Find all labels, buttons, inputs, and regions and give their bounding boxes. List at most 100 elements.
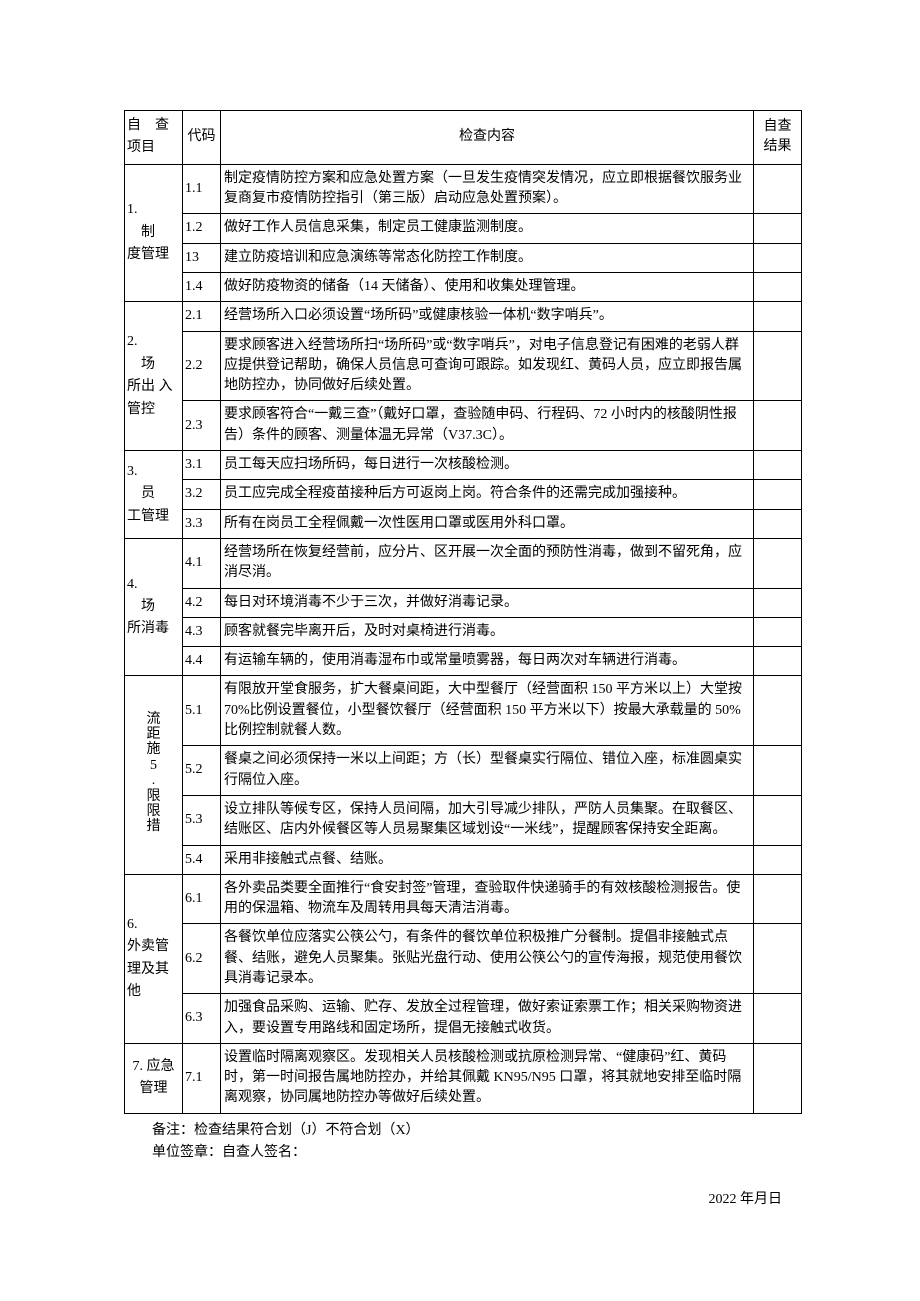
table-row: 1. 制 度管理1.1制定疫情防控方案和应急处置方案（一旦发生疫情突发情况，应立… bbox=[125, 164, 802, 214]
table-row: 6.3加强食品采购、运输、贮存、发放全过程管理，做好索证索票工作；相关采购物资进… bbox=[125, 994, 802, 1044]
result-cell[interactable] bbox=[754, 401, 802, 451]
result-cell[interactable] bbox=[754, 331, 802, 401]
result-cell[interactable] bbox=[754, 538, 802, 588]
table-row: 4.4有运输车辆的，使用消毒湿布巾或常量喷雾器，每日两次对车辆进行消毒。 bbox=[125, 647, 802, 676]
table-row: 6. 外卖管理及其他6.1各外卖品类要全面推行“食安封签”管理，查验取件快递骑手… bbox=[125, 874, 802, 924]
code-cell: 4.2 bbox=[183, 588, 221, 617]
result-cell[interactable] bbox=[754, 617, 802, 646]
result-cell[interactable] bbox=[754, 302, 802, 331]
code-cell: 3.3 bbox=[183, 509, 221, 538]
table-row: 5.4采用非接触式点餐、结账。 bbox=[125, 845, 802, 874]
table-row: 2.3要求顾客符合“一戴三查”（戴好口罩，查验随申码、行程码、72 小时内的核酸… bbox=[125, 401, 802, 451]
header-result: 自查结果 bbox=[754, 111, 802, 165]
content-cell: 做好防疫物资的储备（14 天储备）、使用和收集处理管理。 bbox=[221, 272, 754, 301]
code-cell: 1.1 bbox=[183, 164, 221, 214]
project-cell: 4. 场 所消毒 bbox=[125, 538, 183, 675]
table-row: 4. 场 所消毒4.1经营场所在恢复经营前，应分片、区开展一次全面的预防性消毒，… bbox=[125, 538, 802, 588]
content-cell: 经营场所在恢复经营前，应分片、区开展一次全面的预防性消毒，做到不留死角，应消尽消… bbox=[221, 538, 754, 588]
content-cell: 要求顾客符合“一戴三查”（戴好口罩，查验随申码、行程码、72 小时内的核酸阴性报… bbox=[221, 401, 754, 451]
table-row: 5.2餐桌之间必须保持一米以上间距；方（长）型餐桌实行隔位、错位入座，标准圆桌实… bbox=[125, 746, 802, 796]
project-cell: 6. 外卖管理及其他 bbox=[125, 874, 183, 1043]
code-cell: 13 bbox=[183, 243, 221, 272]
table-row: 4.2每日对环境消毒不少于三次，并做好消毒记录。 bbox=[125, 588, 802, 617]
code-cell: 1.4 bbox=[183, 272, 221, 301]
code-cell: 5.4 bbox=[183, 845, 221, 874]
result-cell[interactable] bbox=[754, 243, 802, 272]
content-cell: 加强食品采购、运输、贮存、发放全过程管理，做好索证索票工作；相关采购物资进入，要… bbox=[221, 994, 754, 1044]
result-cell[interactable] bbox=[754, 746, 802, 796]
header-content: 检查内容 bbox=[221, 111, 754, 165]
result-cell[interactable] bbox=[754, 588, 802, 617]
result-cell[interactable] bbox=[754, 1043, 802, 1113]
code-cell: 3.2 bbox=[183, 480, 221, 509]
project-cell: 2. 场 所出 入 管控 bbox=[125, 302, 183, 451]
code-cell: 5.1 bbox=[183, 676, 221, 746]
table-row: 3.2员工应完成全程疫苗接种后方可返岗上岗。符合条件的还需完成加强接种。 bbox=[125, 480, 802, 509]
result-cell[interactable] bbox=[754, 480, 802, 509]
content-cell: 所有在岗员工全程佩戴一次性医用口罩或医用外科口罩。 bbox=[221, 509, 754, 538]
result-cell[interactable] bbox=[754, 272, 802, 301]
content-cell: 要求顾客进入经营场所扫“场所码”或“数字哨兵”，对电子信息登记有困难的老弱人群应… bbox=[221, 331, 754, 401]
header-code: 代码 bbox=[183, 111, 221, 165]
code-cell: 6.3 bbox=[183, 994, 221, 1044]
table-row: 1.2做好工作人员信息采集，制定员工健康监测制度。 bbox=[125, 214, 802, 243]
content-cell: 有运输车辆的，使用消毒湿布巾或常量喷雾器，每日两次对车辆进行消毒。 bbox=[221, 647, 754, 676]
project-cell: 流距施5.限限措 bbox=[125, 676, 183, 874]
result-cell[interactable] bbox=[754, 451, 802, 480]
note-date: 2022 年月日 bbox=[124, 1189, 802, 1211]
result-cell[interactable] bbox=[754, 164, 802, 214]
code-cell: 5.2 bbox=[183, 746, 221, 796]
content-cell: 设立排队等候专区，保持人员间隔，加大引导减少排队，严防人员集聚。在取餐区、结账区… bbox=[221, 795, 754, 845]
result-cell[interactable] bbox=[754, 647, 802, 676]
content-cell: 设置临时隔离观察区。发现相关人员核酸检测或抗原检测异常、“健康码”红、黄码时，第… bbox=[221, 1043, 754, 1113]
content-cell: 员工每天应扫场所码，每日进行一次核酸检测。 bbox=[221, 451, 754, 480]
table-row: 3.3所有在岗员工全程佩戴一次性医用口罩或医用外科口罩。 bbox=[125, 509, 802, 538]
code-cell: 5.3 bbox=[183, 795, 221, 845]
result-cell[interactable] bbox=[754, 924, 802, 994]
table-header-row: 自 查项目 代码 检查内容 自查结果 bbox=[125, 111, 802, 165]
code-cell: 2.3 bbox=[183, 401, 221, 451]
result-cell[interactable] bbox=[754, 994, 802, 1044]
table-row: 6.2各餐饮单位应落实公筷公勺，有条件的餐饮单位积极推广分餐制。提倡非接触式点餐… bbox=[125, 924, 802, 994]
table-row: 4.3顾客就餐完毕离开后，及时对桌椅进行消毒。 bbox=[125, 617, 802, 646]
content-cell: 做好工作人员信息采集，制定员工健康监测制度。 bbox=[221, 214, 754, 243]
result-cell[interactable] bbox=[754, 509, 802, 538]
code-cell: 2.2 bbox=[183, 331, 221, 401]
vertical-label: 流距施5.限限措 bbox=[147, 712, 161, 835]
code-cell: 4.3 bbox=[183, 617, 221, 646]
code-cell: 4.4 bbox=[183, 647, 221, 676]
code-cell: 7.1 bbox=[183, 1043, 221, 1113]
content-cell: 有限放开堂食服务，扩大餐桌间距，大中型餐厅（经营面积 150 平方米以上）大堂按… bbox=[221, 676, 754, 746]
table-row: 2.2要求顾客进入经营场所扫“场所码”或“数字哨兵”，对电子信息登记有困难的老弱… bbox=[125, 331, 802, 401]
code-cell: 1.2 bbox=[183, 214, 221, 243]
table-row: 3. 员 工管理3.1员工每天应扫场所码，每日进行一次核酸检测。 bbox=[125, 451, 802, 480]
result-cell[interactable] bbox=[754, 845, 802, 874]
code-cell: 6.1 bbox=[183, 874, 221, 924]
content-cell: 餐桌之间必须保持一米以上间距；方（长）型餐桌实行隔位、错位入座，标准圆桌实行隔位… bbox=[221, 746, 754, 796]
table-body: 1. 制 度管理1.1制定疫情防控方案和应急处置方案（一旦发生疫情突发情况，应立… bbox=[125, 164, 802, 1113]
content-cell: 各餐饮单位应落实公筷公勺，有条件的餐饮单位积极推广分餐制。提倡非接触式点餐、结账… bbox=[221, 924, 754, 994]
table-row: 2. 场 所出 入 管控2.1经营场所入口必须设置“场所码”或健康核验一体机“数… bbox=[125, 302, 802, 331]
result-cell[interactable] bbox=[754, 874, 802, 924]
note-line-1: 备注：检查结果符合划（J）不符合划（X） bbox=[124, 1120, 802, 1142]
project-cell: 7. 应急管理 bbox=[125, 1043, 183, 1113]
table-row: 7. 应急管理7.1设置临时隔离观察区。发现相关人员核酸检测或抗原检测异常、“健… bbox=[125, 1043, 802, 1113]
content-cell: 各外卖品类要全面推行“食安封签”管理，查验取件快递骑手的有效核酸检测报告。使用的… bbox=[221, 874, 754, 924]
result-cell[interactable] bbox=[754, 795, 802, 845]
header-project: 自 查项目 bbox=[125, 111, 183, 165]
project-cell: 1. 制 度管理 bbox=[125, 164, 183, 301]
table-row: 13建立防疫培训和应急演练等常态化防控工作制度。 bbox=[125, 243, 802, 272]
content-cell: 顾客就餐完毕离开后，及时对桌椅进行消毒。 bbox=[221, 617, 754, 646]
table-row: 5.3设立排队等候专区，保持人员间隔，加大引导减少排队，严防人员集聚。在取餐区、… bbox=[125, 795, 802, 845]
result-cell[interactable] bbox=[754, 214, 802, 243]
inspection-table: 自 查项目 代码 检查内容 自查结果 1. 制 度管理1.1制定疫情防控方案和应… bbox=[124, 110, 802, 1114]
notes-block: 备注：检查结果符合划（J）不符合划（X） 单位签章：自查人签名： 2022 年月… bbox=[124, 1120, 802, 1211]
content-cell: 每日对环境消毒不少于三次，并做好消毒记录。 bbox=[221, 588, 754, 617]
result-cell[interactable] bbox=[754, 676, 802, 746]
content-cell: 制定疫情防控方案和应急处置方案（一旦发生疫情突发情况，应立即根据餐饮服务业复商复… bbox=[221, 164, 754, 214]
code-cell: 4.1 bbox=[183, 538, 221, 588]
document-page: 自 查项目 代码 检查内容 自查结果 1. 制 度管理1.1制定疫情防控方案和应… bbox=[124, 110, 802, 1211]
code-cell: 6.2 bbox=[183, 924, 221, 994]
table-row: 1.4做好防疫物资的储备（14 天储备）、使用和收集处理管理。 bbox=[125, 272, 802, 301]
content-cell: 建立防疫培训和应急演练等常态化防控工作制度。 bbox=[221, 243, 754, 272]
